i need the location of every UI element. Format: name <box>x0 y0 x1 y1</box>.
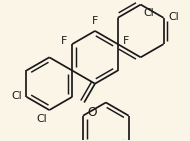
Text: O: O <box>87 106 97 119</box>
Text: Cl: Cl <box>11 91 22 101</box>
Text: F: F <box>123 36 130 46</box>
Text: Cl: Cl <box>36 114 47 124</box>
Text: Cl: Cl <box>168 12 179 22</box>
Text: F: F <box>92 16 98 26</box>
Text: F: F <box>60 36 67 46</box>
Text: Cl: Cl <box>144 8 154 18</box>
